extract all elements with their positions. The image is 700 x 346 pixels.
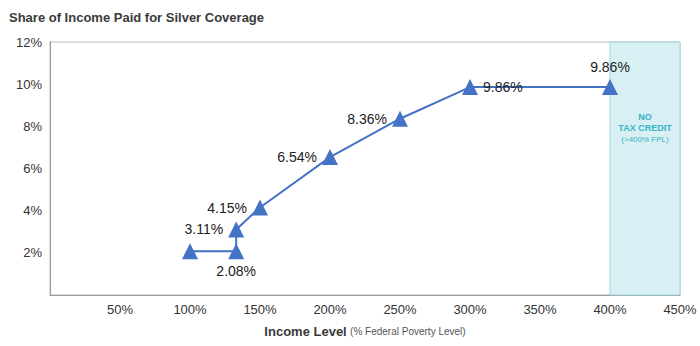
svg-text:12%: 12% bbox=[16, 35, 42, 50]
svg-text:300%: 300% bbox=[453, 302, 487, 317]
svg-text:4.15%: 4.15% bbox=[207, 200, 247, 216]
svg-text:2%: 2% bbox=[23, 245, 42, 260]
svg-text:350%: 350% bbox=[523, 302, 557, 317]
svg-text:TAX CREDIT: TAX CREDIT bbox=[618, 123, 672, 133]
svg-text:2.08%: 2.08% bbox=[216, 263, 256, 279]
svg-text:(% Federal Poverty Level): (% Federal Poverty Level) bbox=[350, 326, 466, 337]
svg-text:9.86%: 9.86% bbox=[590, 59, 630, 75]
svg-text:100%: 100% bbox=[173, 302, 207, 317]
svg-text:250%: 250% bbox=[383, 302, 417, 317]
svg-text:NO: NO bbox=[638, 112, 652, 122]
svg-text:Income Level: Income Level bbox=[264, 324, 346, 339]
svg-text:8%: 8% bbox=[23, 119, 42, 134]
svg-text:9.86%: 9.86% bbox=[483, 79, 523, 95]
svg-text:450%: 450% bbox=[663, 302, 697, 317]
svg-text:10%: 10% bbox=[16, 77, 42, 92]
svg-text:50%: 50% bbox=[107, 302, 133, 317]
svg-text:150%: 150% bbox=[243, 302, 277, 317]
svg-text:6.54%: 6.54% bbox=[277, 149, 317, 165]
svg-text:200%: 200% bbox=[313, 302, 347, 317]
svg-text:3.11%: 3.11% bbox=[185, 221, 224, 237]
svg-text:Share of Income Paid for Silve: Share of Income Paid for Silver Coverage bbox=[9, 10, 264, 25]
svg-text:(>400% FPL): (>400% FPL) bbox=[621, 135, 669, 144]
svg-text:6%: 6% bbox=[23, 161, 42, 176]
svg-text:4%: 4% bbox=[23, 203, 42, 218]
svg-text:8.36%: 8.36% bbox=[347, 111, 387, 127]
svg-text:400%: 400% bbox=[593, 302, 627, 317]
